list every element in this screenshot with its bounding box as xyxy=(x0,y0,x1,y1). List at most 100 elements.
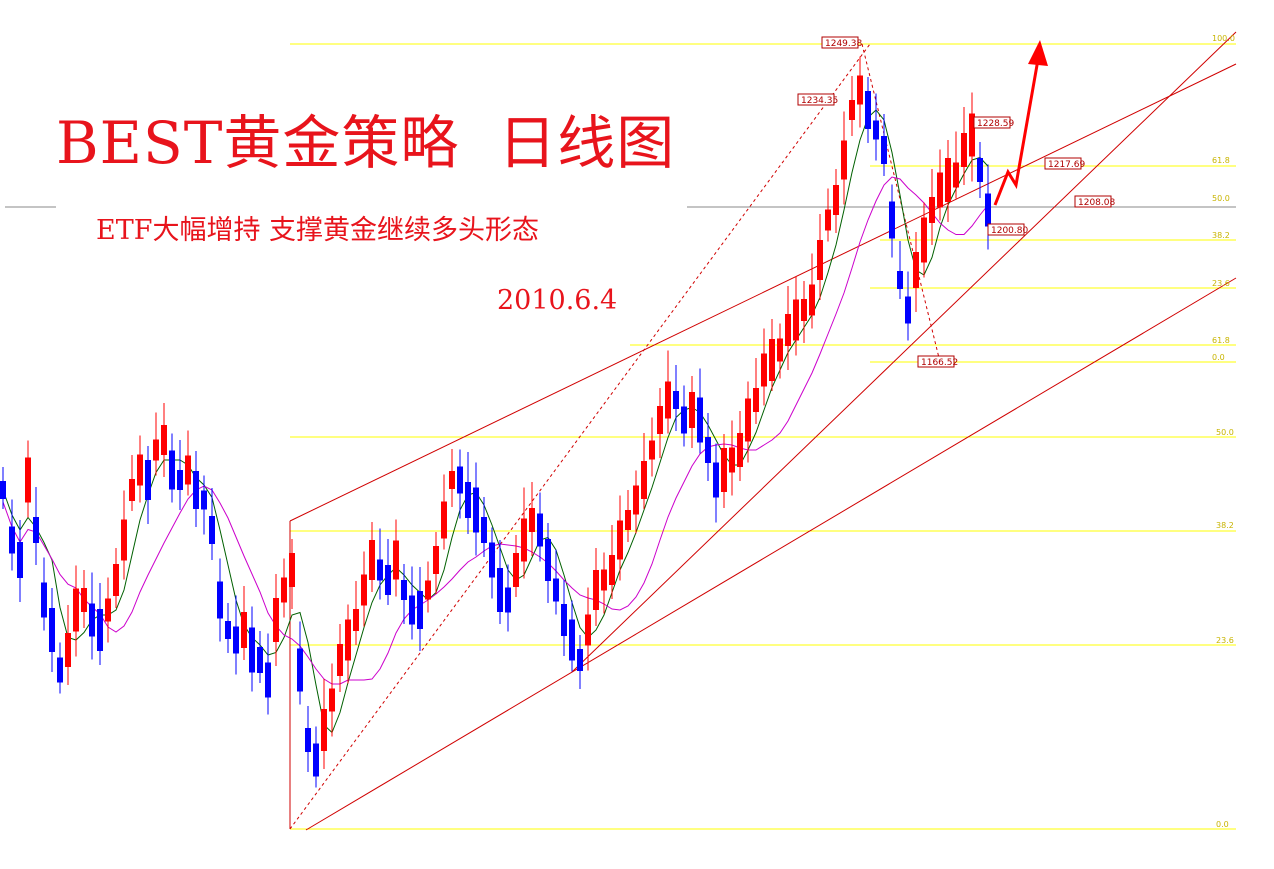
fib-label: 38.2 xyxy=(1216,521,1234,530)
chart-subtitle: ETF大幅增持 支撑黄金继续多头形态 xyxy=(96,215,540,246)
candle-body xyxy=(609,555,615,585)
price-label: 1217.69 xyxy=(1048,160,1085,170)
candle-body xyxy=(161,425,167,455)
candle-body xyxy=(201,490,207,510)
candle-body xyxy=(665,381,671,419)
candle-body xyxy=(649,440,655,460)
candle-body xyxy=(681,406,687,434)
candle-body xyxy=(465,482,471,518)
candle-body xyxy=(937,172,943,208)
price-label-box xyxy=(1044,157,1082,170)
ma-slow-line xyxy=(2,176,989,685)
candle-body xyxy=(489,542,495,578)
price-label: 1234.35 xyxy=(801,96,838,106)
candle-body xyxy=(849,100,855,120)
forecast-arrow-head xyxy=(1028,40,1048,66)
candle-body xyxy=(657,406,663,434)
candle-body xyxy=(329,688,335,712)
candle-body xyxy=(169,450,175,490)
candle-body xyxy=(297,648,303,692)
candle-body xyxy=(537,513,543,547)
candle-body xyxy=(401,580,407,600)
candle-body xyxy=(969,113,975,157)
fib-label: 61.8 xyxy=(1212,336,1230,345)
candle-body xyxy=(505,587,511,613)
candle-body xyxy=(65,633,71,667)
candle-body xyxy=(985,193,991,227)
middle-trend-line xyxy=(571,31,1237,673)
candle-body xyxy=(433,546,439,574)
candle-body xyxy=(177,470,183,490)
candle-body xyxy=(633,485,639,515)
candle-body xyxy=(841,140,847,180)
candle-body xyxy=(217,581,223,619)
candle-body xyxy=(289,553,295,587)
candle-body xyxy=(793,299,799,341)
candle-body xyxy=(481,517,487,543)
price-label: 1200.80 xyxy=(991,226,1028,236)
candle-body xyxy=(809,284,815,316)
candle-body xyxy=(353,609,359,631)
candle-body xyxy=(25,457,31,503)
fib-label: 0.0 xyxy=(1216,820,1229,829)
candle-body xyxy=(737,433,743,467)
candle-body xyxy=(801,299,807,321)
price-label: 1249.38 xyxy=(825,39,862,49)
price-label: 1228.59 xyxy=(977,119,1014,129)
candle-body xyxy=(33,517,39,543)
candle-body xyxy=(913,252,919,288)
candle-body xyxy=(921,217,927,263)
candle-body xyxy=(561,604,567,636)
upper-channel-line xyxy=(289,63,1237,522)
candle-body xyxy=(241,612,247,648)
candle-body xyxy=(409,595,415,625)
candle-body xyxy=(361,574,367,606)
candle-body xyxy=(825,209,831,231)
candle-body xyxy=(785,314,791,346)
candle-body xyxy=(281,577,287,603)
candle-body xyxy=(369,540,375,580)
candle-body xyxy=(249,627,255,673)
candle-body xyxy=(553,578,559,602)
candle-body xyxy=(641,461,647,499)
candle-body xyxy=(865,91,871,129)
candle-body xyxy=(697,397,703,443)
candle-body xyxy=(305,728,311,752)
candle-body xyxy=(593,570,599,610)
candle-body xyxy=(961,133,967,167)
candle-body xyxy=(57,657,63,683)
candle-body xyxy=(113,564,119,596)
fib-label: 23.6 xyxy=(1212,279,1230,288)
dotted-diagonal xyxy=(289,43,871,830)
candle-body xyxy=(617,520,623,560)
candle-body xyxy=(721,448,727,492)
candle-body xyxy=(457,466,463,494)
candle-body xyxy=(753,388,759,412)
candle-body xyxy=(9,526,15,554)
price-label-box xyxy=(1074,195,1112,208)
candle-body xyxy=(569,619,575,661)
candle-body xyxy=(529,508,535,532)
price-label: 1166.52 xyxy=(921,358,958,368)
candle-body xyxy=(105,598,111,622)
fib-label: 38.2 xyxy=(1212,231,1230,240)
candle-body xyxy=(521,518,527,562)
price-labels: 1249.38 1234.35 1228.59 1217.69 1208.08 1200.… xyxy=(797,36,1115,368)
price-label-box xyxy=(797,93,835,106)
candle-body xyxy=(585,614,591,646)
candle-body xyxy=(625,510,631,530)
candle-body xyxy=(881,136,887,164)
moving-averages xyxy=(2,109,989,734)
candle-body xyxy=(233,626,239,654)
candle-body xyxy=(257,647,263,673)
candle-body xyxy=(417,591,423,629)
candle-body xyxy=(337,644,343,676)
candle-body xyxy=(345,619,351,661)
candle-body xyxy=(17,542,23,578)
candle-body xyxy=(945,158,951,202)
candle-body xyxy=(209,516,215,544)
fib-label: 0.0 xyxy=(1212,353,1225,362)
candle-body xyxy=(145,460,151,500)
ma-fast-line xyxy=(2,109,989,734)
candle-body xyxy=(769,339,775,381)
